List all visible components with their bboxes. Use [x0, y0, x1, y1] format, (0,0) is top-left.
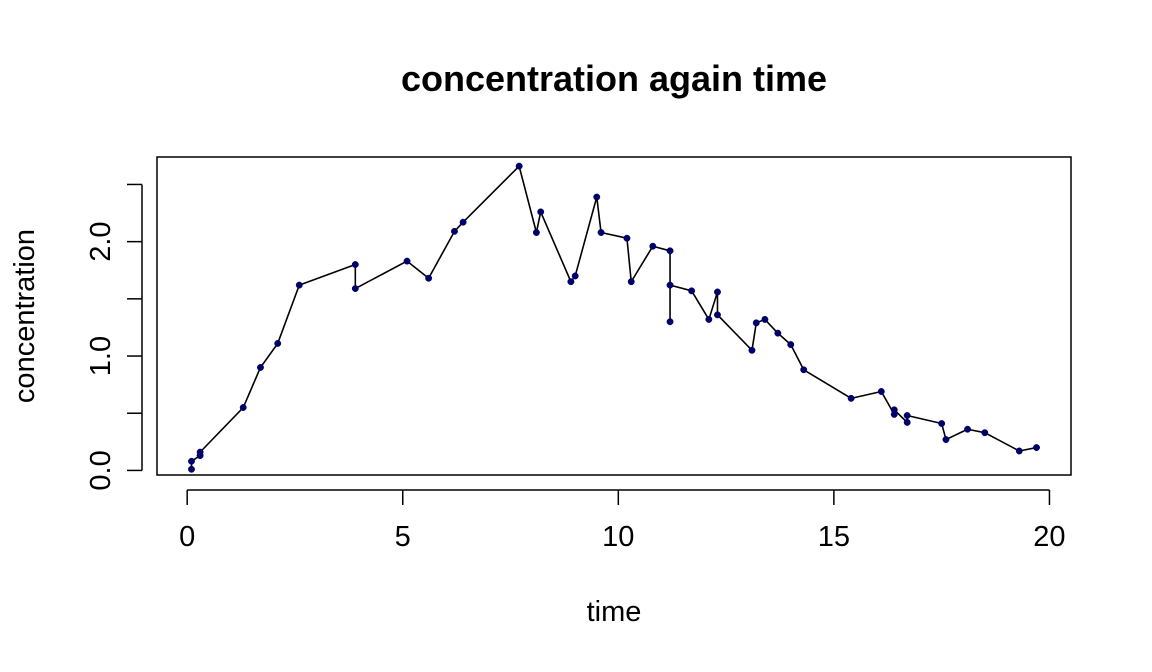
- data-point: [964, 425, 971, 433]
- data-point: [903, 418, 911, 426]
- data-point: [451, 227, 458, 235]
- x-axis-label: time: [587, 596, 642, 628]
- data-point: [351, 285, 359, 292]
- data-point: [1033, 444, 1040, 451]
- data-point: [649, 242, 657, 250]
- data-point: [752, 319, 760, 327]
- data-point: [196, 448, 204, 456]
- data-point: [257, 364, 264, 371]
- data-point: [403, 257, 411, 265]
- data-point: [597, 229, 605, 236]
- data-point: [567, 278, 575, 286]
- data-point: [623, 234, 631, 242]
- data-point: [666, 318, 674, 326]
- x-tick-label: 0: [179, 521, 195, 553]
- data-point: [537, 208, 545, 216]
- data-point: [532, 229, 540, 236]
- x-tick-label: 20: [1033, 521, 1065, 553]
- y-axis-label: concentration: [9, 229, 41, 403]
- data-point: [981, 429, 989, 437]
- data-point: [774, 329, 782, 337]
- y-tick-label: 0.0: [85, 450, 117, 490]
- data-point: [800, 366, 808, 374]
- data-point: [239, 404, 247, 411]
- data-point: [274, 340, 282, 347]
- data-point: [688, 287, 696, 295]
- y-axis: 0.0 1.0 2.0: [85, 183, 143, 491]
- data-point: [748, 346, 756, 354]
- plot-frame: [156, 156, 1072, 476]
- y-tick-label: 2.0: [85, 221, 117, 261]
- data-point: [877, 388, 885, 395]
- x-tick-label: 15: [818, 521, 850, 553]
- x-tick-label: 10: [602, 521, 634, 553]
- data-point: [593, 193, 601, 201]
- data-point: [714, 288, 721, 296]
- data-point: [425, 274, 433, 282]
- data-point: [903, 412, 911, 419]
- data-point: [761, 315, 769, 323]
- data-point: [188, 465, 195, 473]
- y-tick-label: 1.0: [85, 336, 117, 376]
- data-point: [705, 315, 713, 323]
- data-point: [627, 278, 635, 286]
- data-point: [847, 394, 855, 402]
- data-point: [666, 281, 674, 289]
- data-point: [571, 272, 579, 280]
- data-point: [890, 406, 898, 414]
- data-point: [351, 261, 359, 268]
- data-point: [459, 218, 467, 226]
- data-point: [938, 420, 946, 427]
- data-point: [295, 281, 303, 289]
- chart-title: concentration again time: [401, 58, 827, 99]
- data-point: [714, 311, 721, 319]
- data-point: [515, 162, 523, 170]
- data-point: [942, 436, 950, 443]
- data-point: [1015, 447, 1023, 455]
- data-point: [188, 457, 195, 465]
- data-point: [787, 341, 795, 349]
- x-tick-label: 5: [395, 521, 411, 553]
- x-axis: 0 5 10 15 20: [179, 489, 1066, 553]
- series-layer: [188, 162, 1040, 473]
- data-point: [666, 247, 674, 255]
